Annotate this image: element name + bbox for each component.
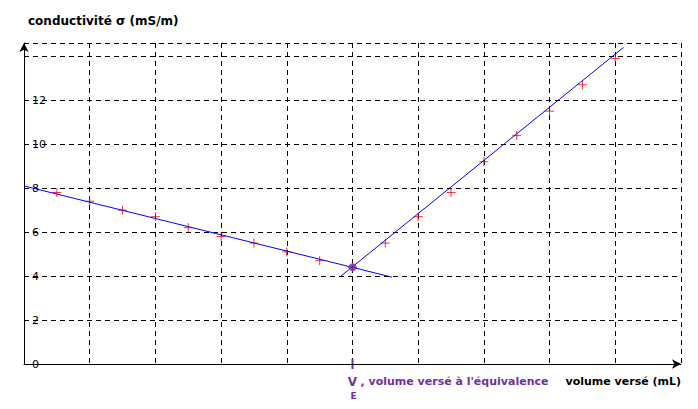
svg-text:, volume versé à l'équivalence: , volume versé à l'équivalence	[361, 375, 549, 388]
svg-text:volume versé (mL): volume versé (mL)	[566, 375, 682, 388]
svg-text:V: V	[348, 375, 358, 389]
svg-text:E: E	[350, 391, 356, 401]
svg-text:conductivité σ (mS/m): conductivité σ (mS/m)	[28, 14, 179, 28]
svg-text:12: 12	[32, 94, 46, 107]
svg-text:6: 6	[32, 226, 39, 239]
svg-text:4: 4	[32, 270, 39, 283]
svg-text:10: 10	[32, 138, 46, 151]
svg-text:8: 8	[32, 181, 39, 195]
svg-text:2: 2	[32, 314, 39, 327]
svg-text:0: 0	[32, 358, 39, 371]
